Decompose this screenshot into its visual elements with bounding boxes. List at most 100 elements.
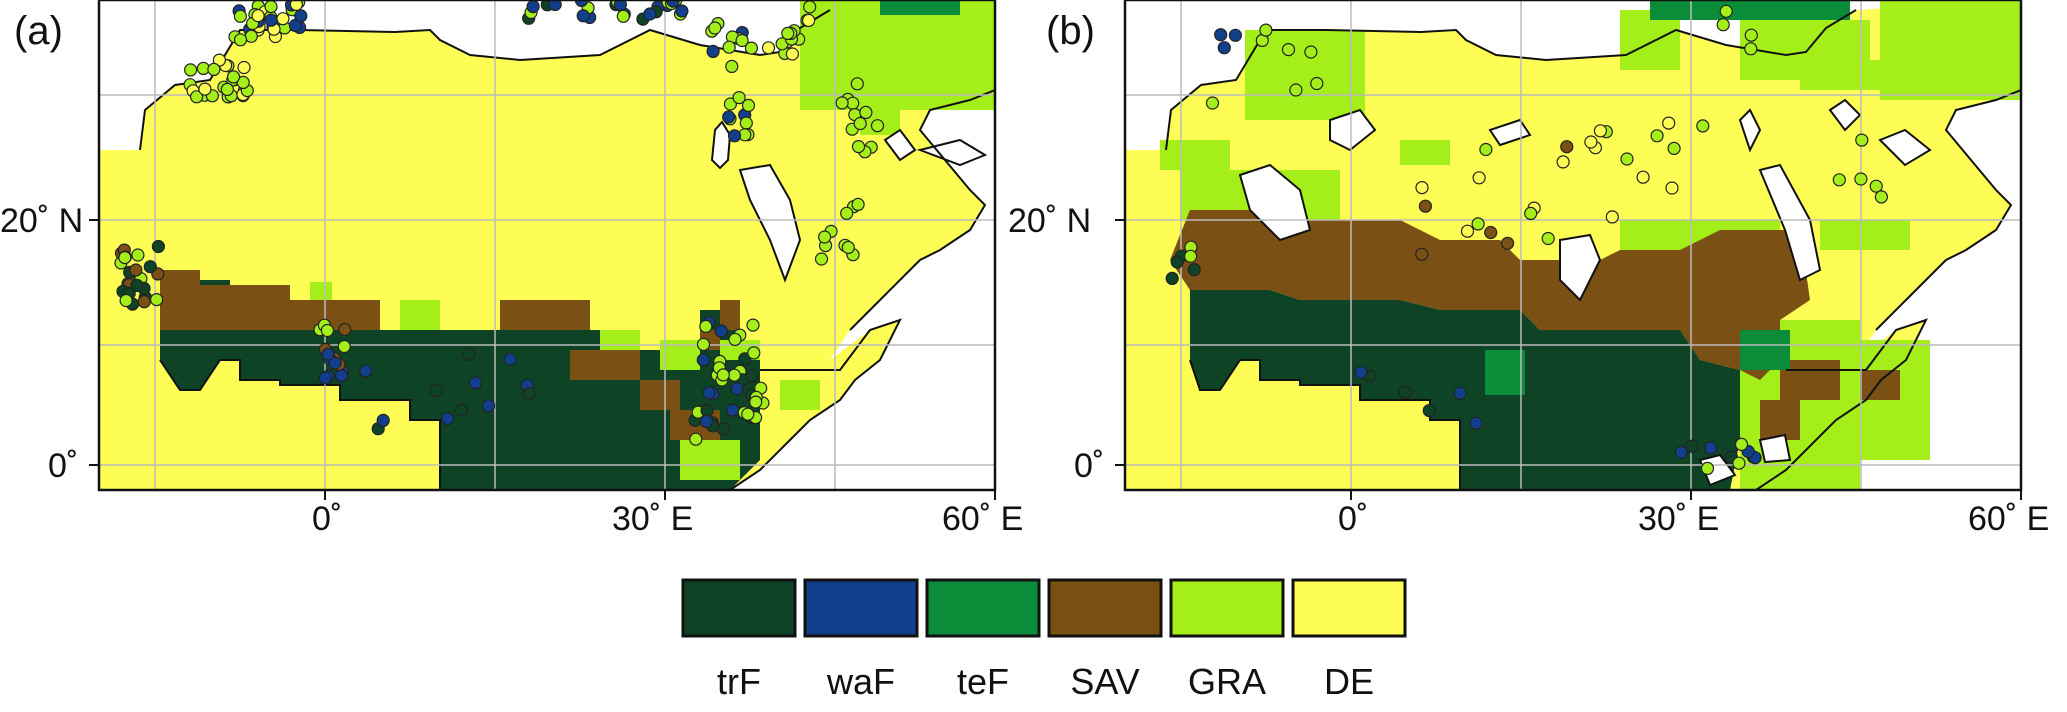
panel-b-xtick-60e: 60˚ E [1968,500,2049,538]
site-point [728,332,742,346]
site-point [1869,179,1883,193]
site-point [761,41,776,55]
site-point [1354,365,1368,380]
site-point [119,293,133,308]
site-point [131,248,145,262]
site-point [236,75,250,90]
site-point [803,0,817,14]
site-point [503,352,517,366]
site-point [1460,224,1475,238]
site-point [1228,28,1243,42]
site-point [1704,441,1718,455]
site-point [1415,247,1429,261]
site-point [1560,140,1574,154]
site-point [1716,18,1730,32]
site-point [835,96,849,110]
site-point [739,116,753,130]
site-point [1734,437,1749,451]
panel-b-tef-patch-2 [1740,330,1790,370]
site-point [237,60,251,75]
site-point [220,82,234,97]
site-point [207,62,221,77]
panel-b-grid [1125,0,2021,490]
site-point [190,90,204,104]
site-point [1744,42,1758,56]
site-point [696,337,711,351]
site-point [150,293,164,307]
legend-label-sav: SAV [1070,661,1139,702]
site-point [716,368,730,382]
site-point [1304,45,1318,59]
panel-a-inland-gaps [710,120,988,283]
site-point [151,239,165,254]
site-point [850,77,864,91]
site-point [814,252,829,266]
site-point [738,352,752,366]
site-point [321,347,335,361]
site-point [338,322,352,337]
site-point [745,369,759,383]
site-point [699,319,713,333]
site-point [1665,181,1679,195]
legend-label-de: DE [1324,661,1374,702]
panel-b-sav-zone [1170,210,1810,380]
panel-a-xtick-60e: 60˚ E [942,500,1023,538]
site-point [746,318,760,332]
site-point [1217,41,1231,55]
site-point [1398,385,1412,399]
panel-b-inland-gaps [1238,98,1932,487]
site-point [1650,129,1664,143]
site-point [613,0,627,12]
legend-swatch-tef [925,578,1041,638]
site-point [735,33,749,48]
legend-label-waf: waF [826,661,895,702]
site-point [429,384,443,398]
site-point [1667,141,1681,155]
site-point [1620,152,1634,166]
site-point [675,4,689,18]
site-point [1205,96,1220,110]
site-point [1183,249,1198,263]
panel-a-map [99,0,995,490]
site-point [1289,83,1303,97]
site-point [482,399,496,413]
site-point [184,63,198,77]
site-point [226,70,241,84]
site-point [1214,28,1228,42]
site-point [1469,416,1483,430]
site-point [1422,404,1436,418]
panel-b-label: (b) [1046,9,1095,53]
site-point [143,260,157,274]
site-point [526,0,540,14]
panel-a-site-points [114,0,885,446]
panel-b-xtick-30e: 30˚ E [1638,500,1719,538]
site-point [708,21,722,35]
vegetation-legend: trF waF teF SAV GRA DE [681,578,1407,702]
panel-a-tef-patch [880,0,960,15]
site-point [616,9,630,23]
site-point [696,353,710,367]
site-point [468,376,482,390]
site-point [840,206,854,220]
site-point [1662,116,1676,130]
site-point [129,263,143,277]
site-point [294,9,308,23]
panel-b-site-points [1165,4,1889,475]
site-point [1584,135,1598,149]
site-point [1732,456,1746,470]
site-point [318,371,332,385]
site-point [702,386,716,400]
site-point [264,0,278,14]
site-point [1556,155,1570,169]
site-point [1744,28,1758,42]
site-point [137,295,151,309]
site-point [198,82,212,96]
site-point [714,324,728,338]
legend-label-gra: GRA [1188,661,1266,702]
site-point [726,403,740,417]
site-point [1700,461,1715,475]
panel-b-ticks [1115,219,2022,500]
site-point [699,414,714,428]
site-point [1636,170,1650,184]
